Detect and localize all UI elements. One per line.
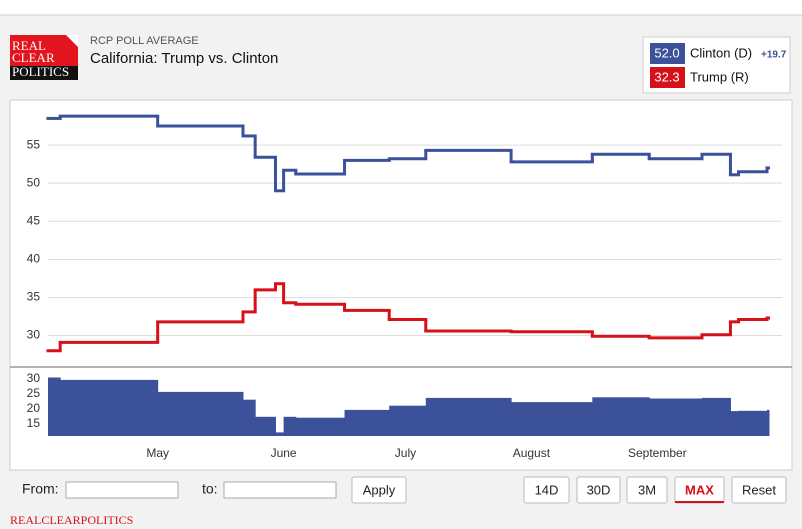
to-label: to: [202, 481, 218, 497]
logo: REAL CLEAR POLITICS [10, 35, 78, 80]
to-input[interactable] [223, 481, 337, 499]
range-label: 14D [535, 482, 559, 497]
apply-button[interactable] [351, 476, 407, 504]
area-step [649, 398, 703, 436]
x-tick-label: September [628, 446, 687, 460]
kicker: RCP POLL AVERAGE [90, 35, 199, 47]
y-tick-label: 20 [27, 401, 41, 415]
y-tick-label: 25 [27, 386, 41, 400]
legend-spread: +19.7 [761, 50, 787, 61]
y-tick-label: 45 [27, 213, 41, 227]
from-label: From: [22, 481, 59, 497]
active-underline [675, 501, 724, 503]
area-step [425, 397, 512, 436]
top-strip [0, 0, 802, 15]
area-step [60, 379, 159, 436]
apply-label: Apply [363, 482, 396, 497]
y-tick-label: 35 [27, 290, 41, 304]
range-label: 30D [587, 482, 611, 497]
y-tick-label: 30 [27, 328, 41, 342]
area-step [389, 405, 427, 436]
range-button[interactable] [626, 476, 668, 504]
area-step [738, 410, 768, 436]
logo-text: REAL [12, 38, 46, 53]
area-step [255, 416, 276, 436]
logo-strip [10, 66, 78, 80]
logo-fold [66, 35, 78, 47]
area-step [283, 416, 297, 436]
x-tick-label: June [271, 446, 297, 460]
reset-button[interactable] [731, 476, 787, 504]
legend-name: Clinton (D) [690, 45, 752, 60]
area-step [702, 397, 731, 436]
y-tick-label: 55 [27, 137, 41, 151]
legend-swatch [650, 67, 685, 88]
y-tick-label: 15 [27, 416, 41, 430]
area-step [48, 377, 61, 436]
chart-title: California: Trump vs. Clinton [90, 50, 278, 67]
area-step [767, 409, 770, 436]
area-step [157, 391, 244, 436]
step-connector [58, 116, 769, 191]
legend-swatch [650, 43, 685, 64]
plot: 30 35 40 45 50 55 May June July August September 15… [27, 114, 782, 460]
legend-value: 32.3 [654, 69, 679, 84]
y-tick-label: 40 [27, 252, 41, 266]
range-button[interactable] [576, 476, 621, 504]
from-input[interactable] [65, 481, 179, 499]
legend: 52.0 Clinton (D) +19.7 32.3 Trump (R) [642, 36, 791, 94]
area-step [275, 432, 285, 436]
area-step [295, 417, 346, 436]
y-tick-label: 30 [27, 371, 41, 385]
legend-value: 52.0 [654, 45, 679, 60]
x-tick-label: August [513, 446, 551, 460]
reset-label: Reset [742, 482, 776, 497]
range-label: MAX [685, 482, 714, 497]
logo-text: CLEAR [12, 50, 55, 65]
area-step [592, 397, 650, 436]
step-connector [58, 283, 769, 351]
range-button[interactable] [523, 476, 570, 504]
range-buttons: 14D 30D 3M MAX [523, 476, 725, 504]
y-tick-label: 50 [27, 175, 41, 189]
legend-name: Trump (R) [690, 69, 749, 84]
area-step [242, 399, 256, 436]
x-tick-label: May [146, 446, 169, 460]
x-tick-label: July [395, 446, 416, 460]
area-step [511, 402, 593, 436]
footer: REALCLEARPOLITICS [10, 513, 133, 527]
logo-text: POLITICS [12, 64, 69, 79]
range-label: 3M [638, 482, 656, 497]
area-step [730, 411, 740, 436]
area-step [344, 409, 390, 436]
